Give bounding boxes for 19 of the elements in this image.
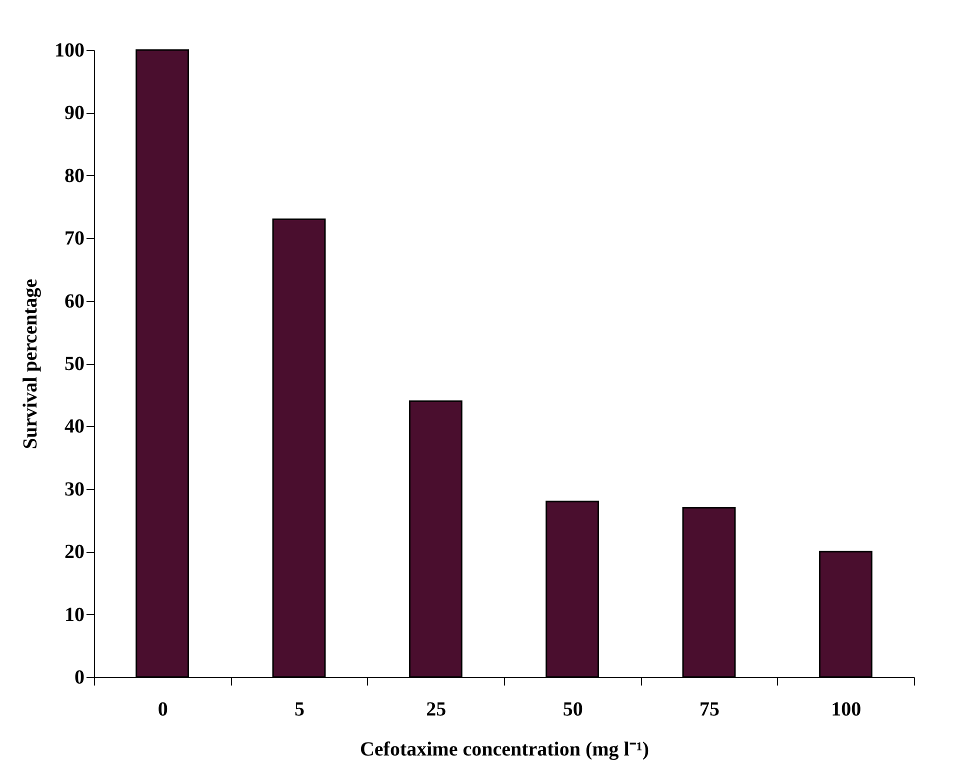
y-tick-label: 20 [64, 541, 84, 564]
x-tick-label: 100 [831, 698, 862, 720]
y-tick-label: 90 [64, 102, 84, 124]
y-tick-label: 10 [64, 604, 84, 626]
x-tick-label: 5 [294, 698, 304, 720]
x-axis-title: Cefotaxime concentration (mg l⁻¹) [360, 738, 650, 760]
y-tick-label: 60 [64, 290, 84, 312]
y-tick-label: 100 [54, 40, 84, 62]
x-tick-label: 0 [158, 698, 168, 720]
y-axis-title: Survival percentage [20, 278, 42, 450]
y-tick-label: 30 [64, 478, 84, 500]
y-tick-label: 40 [64, 416, 84, 438]
x-tick-label: 25 [426, 698, 446, 720]
x-tick-label: 50 [562, 698, 583, 720]
y-tick-label: 50 [64, 353, 84, 375]
y-tick-label: 0 [74, 666, 84, 688]
y-tick-label: 80 [64, 164, 84, 187]
y-tick-label: 70 [64, 228, 84, 250]
x-tick-label: 75 [700, 698, 720, 720]
